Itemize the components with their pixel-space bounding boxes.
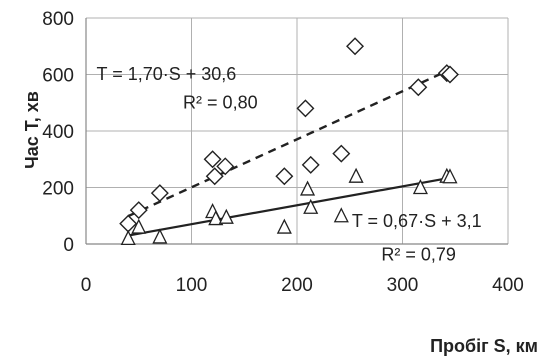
data-point-diamond	[129, 201, 148, 220]
data-point-triangle	[412, 179, 428, 195]
data-point-triangle	[218, 208, 234, 224]
data-point-diamond	[296, 99, 315, 118]
x-tick-label: 100	[176, 275, 208, 296]
data-point-triangle	[303, 198, 319, 214]
y-tick-label: 800	[42, 9, 74, 30]
x-tick-label: 400	[492, 275, 524, 296]
x-tick-label: 200	[281, 275, 313, 296]
y-tick-label: 200	[42, 179, 74, 200]
data-point-triangle	[120, 229, 136, 246]
y-tick-label: 0	[63, 235, 74, 256]
x-tick-label: 0	[81, 275, 92, 296]
trend-annotation: R² = 0,79	[381, 244, 456, 264]
data-point-triangle	[442, 168, 458, 184]
data-point-diamond	[275, 167, 294, 186]
y-axis-title: Час T, хв	[22, 91, 42, 169]
data-point-diamond	[332, 144, 351, 163]
y-tick-label: 600	[42, 66, 74, 87]
data-point-triangle	[276, 218, 292, 234]
x-tick-label: 300	[387, 275, 419, 296]
data-point-triangle	[131, 218, 147, 234]
trend-annotation: T = 0,67·S + 3,1	[352, 211, 482, 231]
data-point-triangle	[348, 167, 364, 183]
data-point-diamond	[203, 150, 222, 169]
x-axis-title: Пробіг S, км	[430, 336, 538, 356]
data-point-diamond	[440, 65, 459, 84]
data-point-triangle	[208, 210, 224, 226]
trend-annotation: R² = 0,80	[183, 92, 258, 112]
trendline-solid	[128, 176, 451, 237]
data-point-diamond	[216, 157, 235, 176]
data-point-diamond	[346, 37, 365, 56]
data-point-triangle	[299, 180, 316, 196]
data-point-diamond	[150, 184, 169, 203]
data-point-diamond	[409, 78, 428, 97]
data-point-diamond	[301, 155, 320, 174]
y-tick-label: 400	[42, 122, 74, 143]
data-point-triangle	[333, 207, 349, 223]
data-point-triangle	[152, 228, 168, 244]
data-point-diamond	[205, 167, 224, 186]
trend-annotation: T = 1,70·S + 30,6	[97, 64, 237, 84]
trendline-dashed	[127, 68, 451, 218]
